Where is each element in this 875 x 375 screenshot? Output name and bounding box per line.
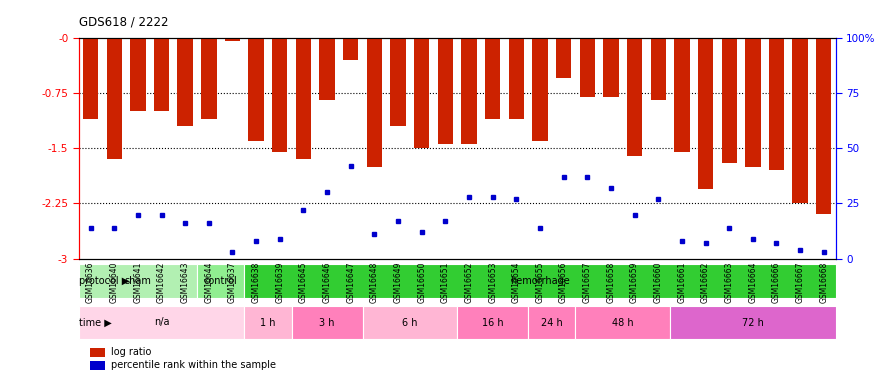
Bar (201, 38, 216, 118)
Bar (576, 306, 670, 339)
Bar (769, 38, 784, 170)
Bar (130, 38, 145, 111)
Text: control: control (204, 276, 237, 286)
Text: 6 h: 6 h (402, 318, 417, 327)
Bar (603, 38, 619, 96)
Text: 24 h: 24 h (541, 318, 563, 327)
Text: 1 h: 1 h (260, 318, 276, 327)
Bar (319, 38, 335, 100)
Bar (244, 306, 291, 339)
Text: protocol ▶: protocol ▶ (79, 276, 130, 286)
Bar (154, 38, 169, 111)
Bar (556, 38, 571, 78)
Bar (746, 38, 760, 166)
Bar (532, 38, 548, 141)
Bar (414, 38, 430, 148)
Bar (107, 38, 122, 159)
Bar (579, 38, 595, 96)
Text: n/a: n/a (154, 318, 169, 327)
Bar (343, 38, 359, 60)
Bar (367, 38, 382, 166)
Bar (362, 306, 458, 339)
Bar (79, 306, 244, 339)
Bar (816, 38, 831, 214)
Bar (244, 264, 836, 298)
Bar (83, 38, 98, 118)
Bar (485, 38, 500, 118)
Text: 48 h: 48 h (612, 318, 634, 327)
Bar (291, 306, 362, 339)
Bar (79, 264, 197, 298)
Bar (670, 306, 836, 339)
Bar (458, 306, 528, 339)
Bar (461, 38, 477, 144)
Bar (178, 38, 192, 126)
Bar (508, 38, 524, 118)
Text: log ratio: log ratio (110, 347, 150, 357)
Text: 3 h: 3 h (319, 318, 335, 327)
Text: percentile rank within the sample: percentile rank within the sample (110, 360, 276, 370)
Bar (722, 38, 737, 163)
Text: hemorrhage: hemorrhage (510, 276, 570, 286)
Text: 72 h: 72 h (742, 318, 764, 327)
Bar (698, 38, 713, 189)
Bar (296, 38, 311, 159)
Bar (225, 38, 240, 41)
Text: sham: sham (124, 276, 151, 286)
Bar (272, 38, 288, 152)
Bar (90, 348, 105, 357)
Bar (390, 38, 406, 126)
Bar (675, 38, 690, 152)
Text: GDS618 / 2222: GDS618 / 2222 (79, 15, 168, 28)
Bar (438, 38, 453, 144)
Text: 16 h: 16 h (482, 318, 503, 327)
Bar (626, 38, 642, 156)
Bar (528, 306, 576, 339)
Text: time ▶: time ▶ (79, 318, 112, 327)
Bar (90, 361, 105, 370)
Bar (197, 264, 244, 298)
Bar (793, 38, 808, 203)
Bar (650, 38, 666, 100)
Bar (248, 38, 264, 141)
